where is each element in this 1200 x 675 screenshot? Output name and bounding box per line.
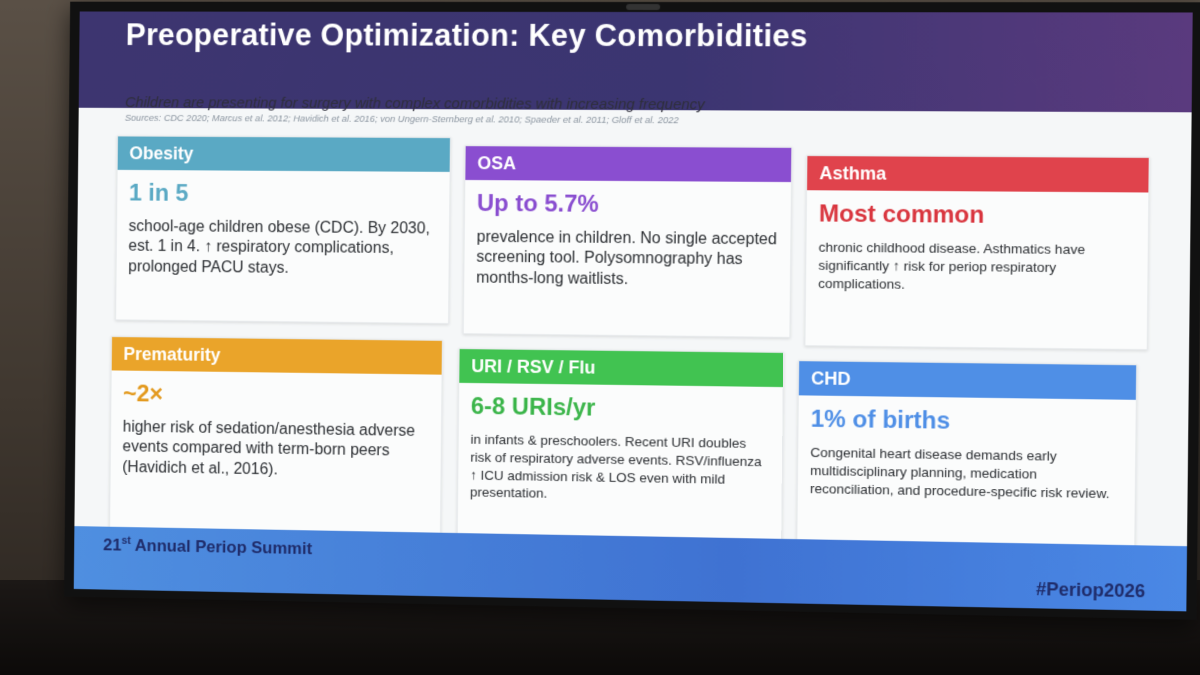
card-stat: Most common: [807, 190, 1149, 231]
card-stat: 1 in 5: [117, 170, 449, 210]
event-title: 21st Annual Periop Summit: [103, 534, 312, 558]
slide-subtitle: Children are presenting for surgery with…: [125, 94, 705, 113]
card-text: school-age children obese (CDC). By 2030…: [117, 207, 450, 280]
event-ordinal-suffix: st: [121, 535, 131, 547]
card-obesity: Obesity 1 in 5 school-age children obese…: [115, 135, 451, 324]
event-ordinal-number: 21: [103, 535, 121, 554]
presentation-slide: Preoperative Optimization: Key Comorbidi…: [74, 12, 1193, 612]
slide-sources: Sources: CDC 2020; Marcus et al. 2012; H…: [125, 113, 679, 126]
event-name: Annual Periop Summit: [135, 536, 312, 558]
card-header: Prematurity: [112, 337, 442, 375]
card-text: Congenital heart disease demands early m…: [798, 434, 1136, 503]
card-stat: 1% of births: [798, 395, 1135, 438]
card-text: prevalence in children. No single accept…: [464, 218, 790, 292]
event-hashtag: #Periop2026: [1036, 579, 1145, 602]
card-stat: ~2×: [111, 370, 441, 412]
card-text: chronic childhood disease. Asthmatics ha…: [806, 228, 1148, 295]
card-prematurity: Prematurity ~2× higher risk of sedation/…: [109, 336, 443, 537]
card-header: OSA: [465, 146, 791, 182]
card-stat: 6-8 URIs/yr: [459, 383, 783, 425]
card-stat: Up to 5.7%: [465, 180, 791, 220]
screen-logo: [626, 4, 660, 10]
card-header: URI / RSV / Flu: [459, 349, 783, 387]
card-header: Asthma: [807, 156, 1149, 192]
slide-title: Preoperative Optimization: Key Comorbidi…: [126, 17, 808, 54]
card-asthma: Asthma Most common chronic childhood dis…: [804, 155, 1149, 350]
card-uri-rsv-flu: URI / RSV / Flu 6-8 URIs/yr in infants &…: [457, 348, 785, 549]
card-text: higher risk of sedation/anesthesia adver…: [111, 408, 442, 484]
card-chd: CHD 1% of births Congenital heart diseas…: [796, 360, 1137, 561]
card-header: CHD: [799, 361, 1136, 400]
card-text: in infants & preschoolers. Recent URI do…: [458, 421, 782, 507]
card-osa: OSA Up to 5.7% prevalence in children. N…: [463, 145, 793, 338]
card-header: Obesity: [118, 136, 450, 171]
projector-screen: Preoperative Optimization: Key Comorbidi…: [64, 2, 1200, 620]
